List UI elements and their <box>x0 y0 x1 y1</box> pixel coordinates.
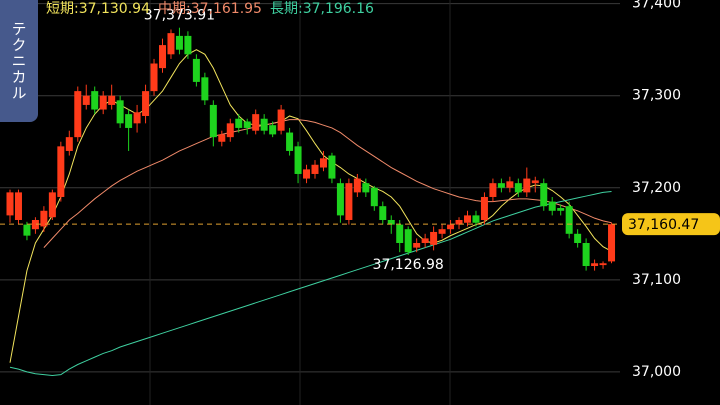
candle-body <box>362 183 370 193</box>
candle-body <box>175 35 183 50</box>
candle-body <box>252 114 260 131</box>
candle-body <box>387 219 395 225</box>
candle-body <box>167 33 175 55</box>
candle-body <box>218 134 226 142</box>
candle-body <box>243 121 251 128</box>
candle-body <box>125 114 133 128</box>
candle-body <box>531 180 539 184</box>
candle-body <box>353 178 361 193</box>
y-tick-label: 37,400 <box>632 0 681 12</box>
candle-body <box>370 187 378 207</box>
candle-body <box>379 206 387 220</box>
candle-body <box>74 91 82 138</box>
candle-body <box>116 100 124 124</box>
candle-body <box>226 123 234 138</box>
candle-body <box>548 201 556 211</box>
y-tick-label: 37,000 <box>632 364 681 380</box>
candle-body <box>40 210 48 227</box>
candle-body <box>396 224 404 243</box>
candle-body <box>277 109 285 131</box>
candle-body <box>413 243 421 248</box>
candle-body <box>497 183 505 188</box>
candle-body <box>464 215 471 223</box>
candle-body <box>133 112 141 124</box>
candle-body <box>14 192 22 220</box>
candle-body <box>582 243 590 267</box>
candle-body <box>311 164 319 174</box>
candle-body <box>345 183 353 220</box>
candle-body <box>523 178 531 193</box>
candle-body <box>404 229 412 253</box>
candle-body <box>489 183 497 197</box>
candle-body <box>328 155 336 179</box>
candle-body <box>294 146 302 174</box>
candle-body <box>159 45 166 69</box>
candle-body <box>108 95 116 105</box>
candle-body <box>65 137 73 151</box>
candle-body <box>303 169 311 179</box>
candle-body <box>438 229 446 234</box>
legend: 短期:37,130.94 中期:37,161.95 長期:37,196.16 <box>46 1 374 17</box>
candle-body <box>506 181 514 188</box>
candle-body <box>540 183 548 207</box>
candle-body <box>6 192 14 216</box>
candle-body <box>472 215 480 223</box>
legend-value: 37,196.16 <box>303 1 374 17</box>
candle-body <box>150 63 158 92</box>
legend-value: 37,161.95 <box>191 1 262 17</box>
candle-body <box>91 91 99 110</box>
legend-name: 長期 <box>270 1 298 17</box>
candle-body <box>608 224 616 262</box>
candle-body <box>599 263 607 266</box>
candle-body <box>319 158 327 168</box>
candle-body <box>565 206 573 234</box>
moving-average-line <box>9 190 612 377</box>
candle-body <box>57 146 65 197</box>
moving-average-line <box>43 119 612 248</box>
candle-body <box>142 91 150 116</box>
candle-body <box>23 224 31 236</box>
high-annotation: 37,373.91 <box>144 8 215 24</box>
current-price-tag <box>622 213 720 236</box>
legend-entry: 長期:37,196.16 <box>270 1 374 17</box>
legend-separator: : <box>186 1 191 17</box>
candle-body <box>430 231 438 245</box>
legend-value: 37,130.94 <box>79 1 150 17</box>
candle-body <box>455 219 463 225</box>
candle-body <box>235 118 243 128</box>
candle-body <box>192 58 200 82</box>
legend-entry: 中期:37,161.95 <box>158 1 262 17</box>
legend-separator: : <box>298 1 303 17</box>
candle-body <box>260 118 268 131</box>
legend-entry: 短期:37,130.94 <box>46 1 150 17</box>
candle-body <box>447 224 455 230</box>
candle-body <box>591 263 599 267</box>
candle-body <box>209 104 217 138</box>
y-tick-label: 37,300 <box>632 88 681 104</box>
candle-body <box>557 208 565 211</box>
candle-body <box>184 35 192 55</box>
candle-body <box>480 196 488 220</box>
y-tick-label: 37,100 <box>632 272 681 288</box>
candle-body <box>82 95 90 105</box>
y-tick-label: 37,200 <box>632 180 681 196</box>
legend-name: 中期 <box>158 1 186 17</box>
technical-tab[interactable]: テクニカル <box>0 0 38 122</box>
candle-body <box>514 183 522 193</box>
legend-separator: : <box>74 1 79 17</box>
candle-body <box>48 192 56 218</box>
low-annotation: 37,126.98 <box>373 257 444 273</box>
current-price-label: 37,160.47 <box>628 217 699 233</box>
candle-body <box>31 219 39 230</box>
candle-body <box>269 125 277 135</box>
candle-body <box>99 95 107 110</box>
candle-body <box>201 77 209 101</box>
legend-name: 短期 <box>46 1 74 17</box>
candle-body <box>421 238 429 243</box>
candle-body <box>574 233 582 243</box>
candle-body <box>336 183 344 216</box>
candle-body <box>286 132 294 151</box>
